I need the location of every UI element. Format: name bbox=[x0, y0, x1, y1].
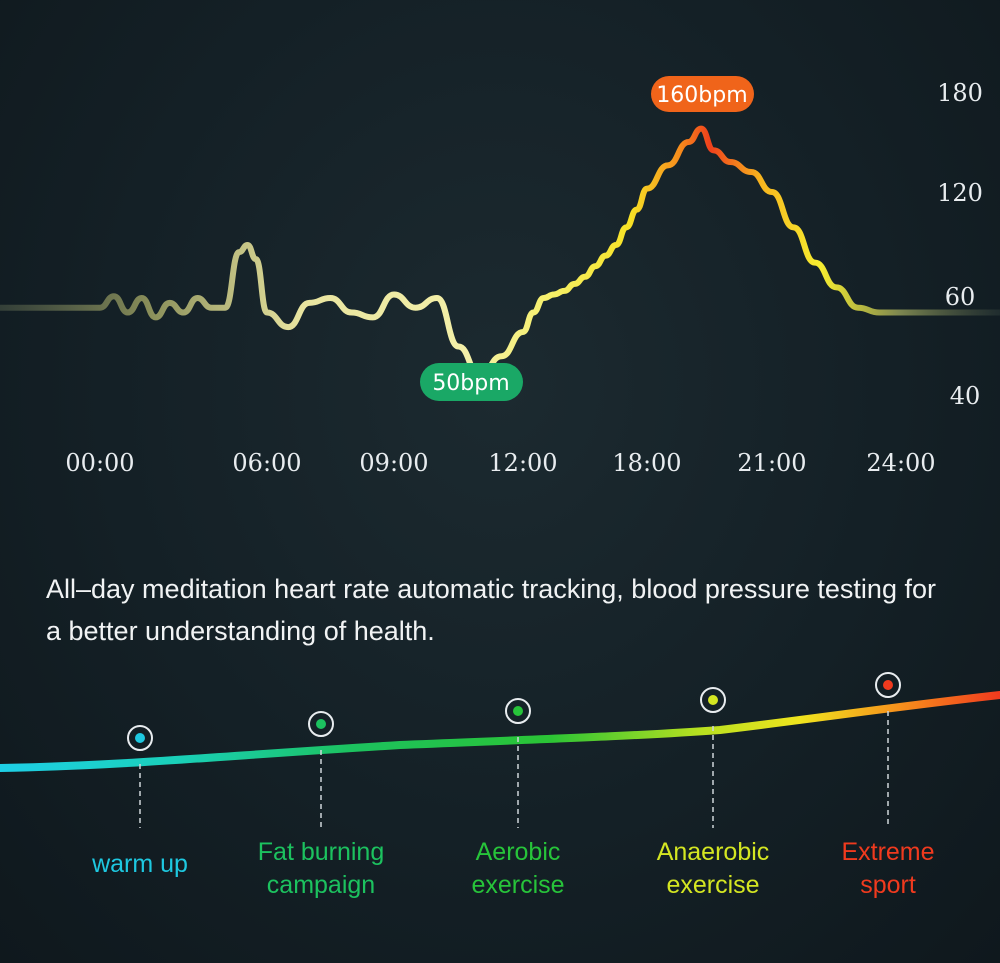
zone-marker bbox=[308, 711, 334, 828]
y-tick-label: 180 bbox=[937, 79, 983, 107]
zone-marker-dot bbox=[708, 695, 718, 705]
zone-label: Aerobic exercise bbox=[418, 836, 618, 902]
heart-rate-chart: 180 120 60 40 00:00 06:00 09:00 12:00 18… bbox=[0, 76, 1000, 477]
low-badge-label: 50bpm bbox=[432, 371, 509, 396]
y-tick-label: 120 bbox=[937, 179, 983, 207]
zone-label: warm up bbox=[40, 848, 240, 881]
zone-label-line: warm up bbox=[92, 850, 188, 878]
zone-label-line: exercise bbox=[471, 871, 565, 899]
zone-label-line: Extreme bbox=[841, 838, 935, 866]
zone-label-line: exercise bbox=[666, 871, 760, 899]
low-badge: 50bpm bbox=[420, 363, 523, 401]
x-tick-label: 18:00 bbox=[612, 449, 681, 477]
zone-label: Fat burning campaign bbox=[221, 836, 421, 902]
zone-marker bbox=[875, 672, 901, 828]
zone-marker bbox=[127, 725, 153, 828]
zone-marker-ring bbox=[127, 725, 153, 751]
x-tick-label: 24:00 bbox=[866, 449, 935, 477]
zone-marker-dot bbox=[135, 733, 145, 743]
zone-marker-ring bbox=[505, 698, 531, 724]
zone-label-line: Fat burning bbox=[257, 838, 385, 866]
zone-label-line: sport bbox=[860, 871, 916, 899]
zone-label: Anaerobic exercise bbox=[613, 836, 813, 902]
zone-marker-dot bbox=[883, 680, 893, 690]
description-text: All–day meditation heart rate automatic … bbox=[46, 574, 936, 646]
zone-label-line: Anaerobic bbox=[656, 838, 770, 866]
exercise-zone-chart bbox=[0, 672, 1000, 828]
x-tick-label: 09:00 bbox=[359, 449, 428, 477]
y-tick-label: 40 bbox=[950, 382, 981, 410]
zone-marker-ring bbox=[700, 687, 726, 713]
zone-marker-ring bbox=[308, 711, 334, 737]
zone-marker-ring bbox=[875, 672, 901, 698]
heart-rate-line bbox=[0, 125, 1000, 379]
zone-label: Extreme sport bbox=[788, 836, 988, 902]
peak-badge: 160bpm bbox=[651, 76, 754, 112]
x-tick-label: 06:00 bbox=[232, 449, 301, 477]
zone-marker-dot bbox=[513, 706, 523, 716]
zone-marker-dot bbox=[316, 719, 326, 729]
x-tick-label: 12:00 bbox=[488, 449, 557, 477]
x-tick-label: 00:00 bbox=[65, 449, 134, 477]
zone-gradient-line bbox=[0, 691, 1000, 772]
zone-label-line: campaign bbox=[266, 871, 376, 899]
zone-marker bbox=[505, 698, 531, 828]
zone-marker bbox=[700, 687, 726, 828]
x-tick-label: 21:00 bbox=[737, 449, 806, 477]
zone-label-line: Aerobic bbox=[475, 838, 561, 866]
y-tick-label: 60 bbox=[945, 283, 976, 311]
peak-badge-label: 160bpm bbox=[656, 83, 747, 108]
